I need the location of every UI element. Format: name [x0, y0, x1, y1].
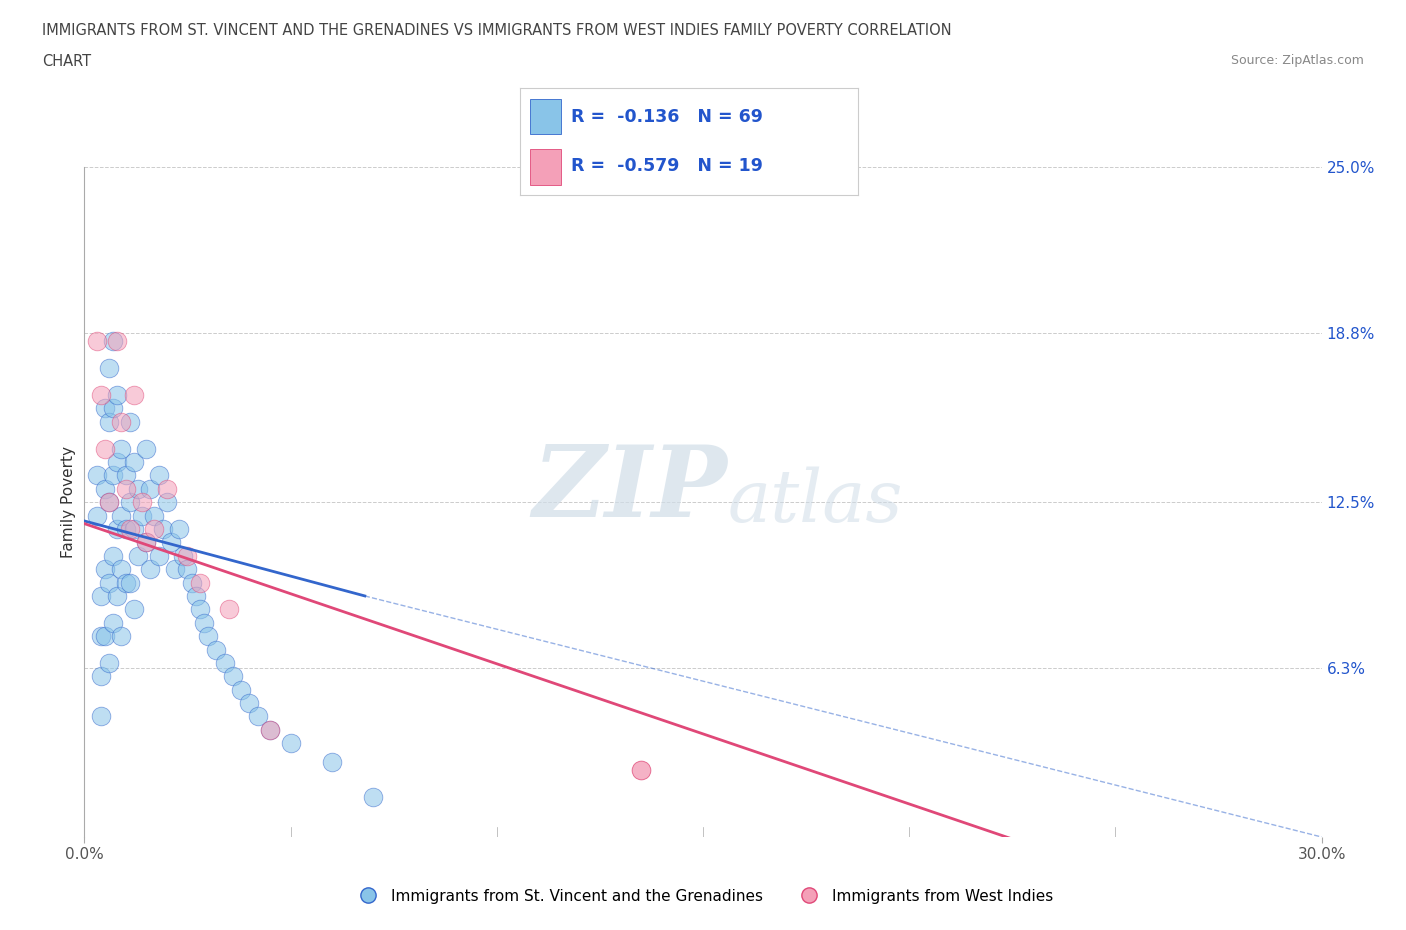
Point — [94, 401, 117, 416]
Point — [139, 562, 162, 577]
Point — [156, 495, 179, 510]
Point — [205, 642, 228, 657]
Point — [172, 549, 194, 564]
Point — [86, 508, 108, 523]
Text: Source: ZipAtlas.com: Source: ZipAtlas.com — [1230, 54, 1364, 67]
Text: R =  -0.136   N = 69: R = -0.136 N = 69 — [571, 108, 762, 126]
Point — [131, 495, 153, 510]
Point — [143, 508, 166, 523]
Point — [114, 575, 136, 590]
Point — [86, 334, 108, 349]
Text: CHART: CHART — [42, 54, 91, 69]
Point — [110, 415, 132, 430]
Point — [148, 549, 170, 564]
Point — [193, 616, 215, 631]
Point — [118, 575, 141, 590]
Point — [122, 602, 145, 617]
Point — [188, 575, 211, 590]
Point — [94, 562, 117, 577]
Point — [110, 629, 132, 644]
Point — [122, 388, 145, 403]
Point — [214, 656, 236, 671]
Point — [114, 468, 136, 483]
Point — [110, 441, 132, 456]
Point — [176, 549, 198, 564]
Point — [105, 589, 128, 604]
Text: R =  -0.579   N = 19: R = -0.579 N = 19 — [571, 157, 762, 176]
Point — [127, 482, 149, 497]
Point — [118, 415, 141, 430]
Point — [197, 629, 219, 644]
Point — [156, 482, 179, 497]
Point — [110, 562, 132, 577]
Point — [127, 549, 149, 564]
Point — [86, 468, 108, 483]
Point — [148, 468, 170, 483]
Point — [135, 535, 157, 550]
Point — [103, 334, 125, 349]
Point — [105, 522, 128, 537]
Bar — [530, 150, 561, 184]
Point — [176, 562, 198, 577]
Point — [188, 602, 211, 617]
Point — [94, 482, 117, 497]
Point — [103, 616, 125, 631]
Point — [98, 495, 121, 510]
Point — [143, 522, 166, 537]
Point — [114, 522, 136, 537]
Point — [218, 602, 240, 617]
Point — [118, 522, 141, 537]
Point — [630, 763, 652, 777]
Point — [139, 482, 162, 497]
Point — [90, 589, 112, 604]
Point — [122, 522, 145, 537]
Point — [90, 709, 112, 724]
Point — [103, 401, 125, 416]
Point — [167, 522, 190, 537]
Point — [90, 669, 112, 684]
Point — [90, 629, 112, 644]
Point — [259, 723, 281, 737]
Point — [361, 790, 384, 804]
Legend: Immigrants from St. Vincent and the Grenadines, Immigrants from West Indies: Immigrants from St. Vincent and the Gren… — [347, 883, 1059, 910]
Point — [110, 508, 132, 523]
Point — [105, 388, 128, 403]
Point — [180, 575, 202, 590]
Point — [160, 535, 183, 550]
Point — [321, 754, 343, 769]
Point — [114, 482, 136, 497]
Point — [98, 415, 121, 430]
Point — [105, 455, 128, 470]
Point — [222, 669, 245, 684]
Point — [98, 575, 121, 590]
Point — [98, 495, 121, 510]
Text: IMMIGRANTS FROM ST. VINCENT AND THE GRENADINES VS IMMIGRANTS FROM WEST INDIES FA: IMMIGRANTS FROM ST. VINCENT AND THE GREN… — [42, 23, 952, 38]
Point — [118, 495, 141, 510]
Point — [90, 388, 112, 403]
Text: atlas: atlas — [728, 467, 903, 538]
Point — [105, 334, 128, 349]
Point — [238, 696, 260, 711]
Text: ZIP: ZIP — [533, 441, 728, 537]
Point — [94, 441, 117, 456]
Point — [280, 736, 302, 751]
Point — [246, 709, 269, 724]
Point — [131, 508, 153, 523]
Point — [94, 629, 117, 644]
Point — [103, 549, 125, 564]
Point — [135, 441, 157, 456]
Point — [259, 723, 281, 737]
Point — [229, 683, 252, 698]
Point — [184, 589, 207, 604]
Point — [165, 562, 187, 577]
Point — [152, 522, 174, 537]
Point — [122, 455, 145, 470]
Y-axis label: Family Poverty: Family Poverty — [60, 446, 76, 558]
Bar — [530, 100, 561, 134]
Point — [103, 468, 125, 483]
Point — [630, 763, 652, 777]
Point — [98, 656, 121, 671]
Point — [135, 535, 157, 550]
Point — [98, 361, 121, 376]
